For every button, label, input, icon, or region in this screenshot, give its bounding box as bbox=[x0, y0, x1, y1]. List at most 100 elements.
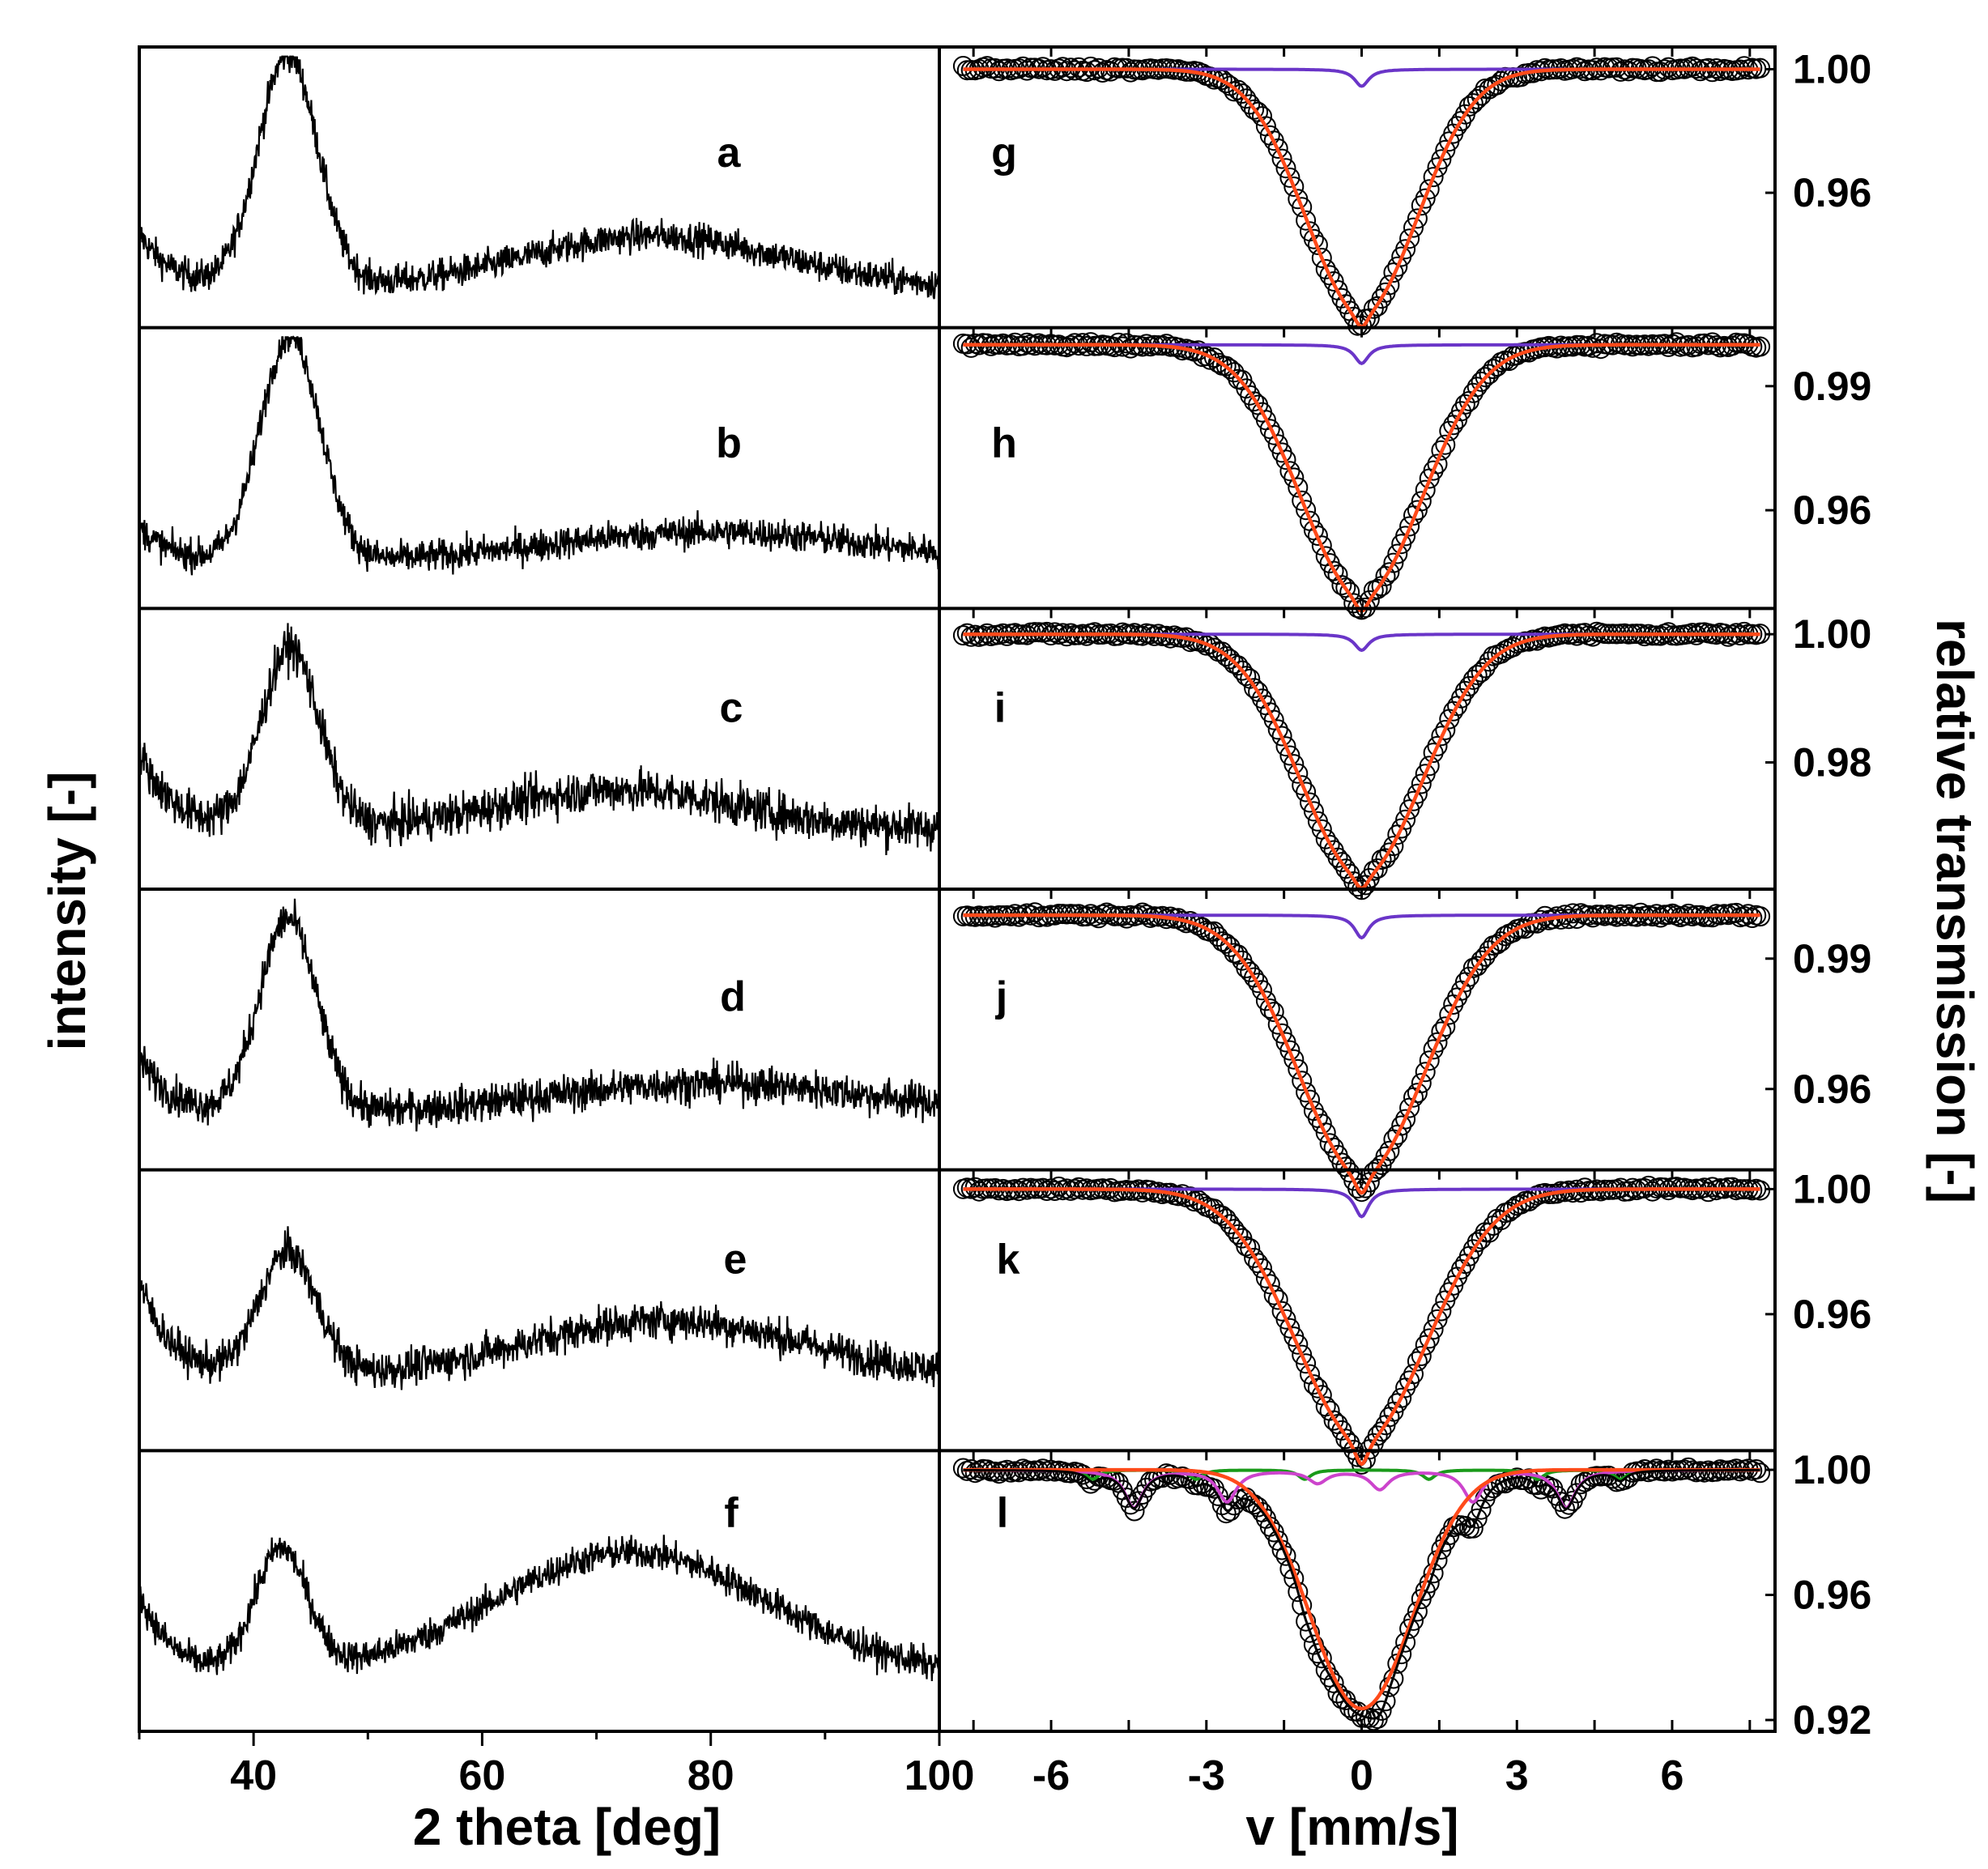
fit-minor-sextet-l bbox=[963, 1468, 1760, 1481]
data-point bbox=[1462, 669, 1484, 690]
mossbauer-data-i bbox=[952, 621, 1771, 900]
data-point bbox=[1379, 562, 1400, 583]
data-point bbox=[1236, 666, 1257, 687]
data-point bbox=[1462, 1518, 1484, 1539]
data-point bbox=[1510, 1194, 1531, 1215]
data-point bbox=[1403, 217, 1424, 238]
y-tick-label: 0.99 bbox=[1793, 936, 1871, 981]
data-point bbox=[1045, 622, 1066, 643]
data-point bbox=[1423, 167, 1444, 188]
data-point bbox=[1215, 1503, 1237, 1524]
data-point bbox=[1419, 1328, 1440, 1349]
fit-total-l bbox=[963, 1468, 1760, 1720]
data-point bbox=[1215, 1208, 1237, 1229]
data-point bbox=[1292, 1071, 1313, 1092]
data-point bbox=[1415, 479, 1436, 500]
xrd-trace-e bbox=[138, 1226, 941, 1390]
data-point bbox=[968, 1181, 990, 1202]
data-point bbox=[1407, 1351, 1428, 1372]
data-point bbox=[1037, 621, 1058, 642]
data-point bbox=[1399, 1370, 1420, 1391]
data-point bbox=[1646, 62, 1667, 83]
data-point bbox=[1292, 1344, 1313, 1365]
xrd-y-axis-title: intensity [-] bbox=[38, 772, 96, 1051]
data-point bbox=[1411, 773, 1432, 794]
data-point bbox=[1296, 1611, 1317, 1632]
data-point bbox=[1479, 364, 1500, 385]
data-point bbox=[1379, 275, 1400, 296]
data-point bbox=[1267, 138, 1288, 159]
data-point bbox=[1395, 526, 1416, 547]
y-tick-label: 0.96 bbox=[1793, 1573, 1871, 1618]
panel-letter-b: b bbox=[716, 420, 742, 467]
data-point bbox=[1638, 1175, 1659, 1196]
data-point bbox=[1702, 1177, 1723, 1198]
panel-letter-d: d bbox=[720, 973, 746, 1020]
data-point bbox=[1499, 1202, 1520, 1222]
data-point bbox=[1244, 99, 1265, 120]
data-point bbox=[1275, 1545, 1296, 1566]
xrd-panels bbox=[138, 55, 941, 1682]
data-point bbox=[1634, 626, 1655, 647]
data-point bbox=[1407, 783, 1428, 804]
data-point bbox=[1343, 593, 1364, 614]
data-point bbox=[1236, 1236, 1257, 1257]
mossbauer-data-j bbox=[952, 902, 1771, 1203]
data-point bbox=[1188, 1190, 1209, 1211]
panel-letter-g: g bbox=[991, 130, 1017, 177]
data-point bbox=[1415, 188, 1436, 209]
data-point bbox=[1566, 1483, 1587, 1504]
data-point bbox=[1331, 575, 1352, 596]
data-point bbox=[1228, 655, 1249, 676]
data-point bbox=[1267, 1289, 1288, 1310]
xrd-x-axis-title: 2 theta [deg] bbox=[413, 1798, 721, 1856]
data-point bbox=[1435, 1016, 1456, 1037]
data-point bbox=[1407, 208, 1428, 229]
data-point bbox=[1694, 1462, 1715, 1483]
data-point bbox=[1391, 818, 1412, 839]
data-point bbox=[1120, 62, 1141, 83]
y-tick-label: 0.96 bbox=[1793, 1066, 1871, 1112]
data-point bbox=[1367, 1425, 1388, 1446]
data-point bbox=[1232, 83, 1253, 104]
data-point bbox=[1435, 434, 1456, 455]
data-point bbox=[1008, 1181, 1029, 1202]
data-point bbox=[1092, 62, 1113, 83]
data-point bbox=[977, 56, 998, 77]
data-point bbox=[1252, 106, 1272, 127]
data-point bbox=[1215, 73, 1237, 94]
data-point bbox=[1419, 756, 1440, 777]
data-point bbox=[1232, 660, 1253, 681]
data-point bbox=[1049, 1176, 1069, 1197]
data-point bbox=[1240, 94, 1261, 115]
y-tick-label: 1.00 bbox=[1793, 1166, 1871, 1211]
data-point bbox=[1475, 946, 1496, 967]
data-point bbox=[1108, 332, 1129, 353]
panel-letter-a: a bbox=[717, 130, 742, 177]
data-point bbox=[1630, 902, 1651, 923]
data-point bbox=[1196, 346, 1217, 367]
data-point bbox=[1458, 96, 1479, 117]
data-point bbox=[1252, 980, 1272, 1001]
xrd-x-tick-label: 40 bbox=[230, 1752, 277, 1799]
data-point bbox=[985, 907, 1006, 928]
y-tick-label: 0.96 bbox=[1793, 1292, 1871, 1337]
data-point bbox=[1244, 391, 1265, 412]
data-point bbox=[1471, 662, 1492, 683]
data-point bbox=[1487, 934, 1508, 955]
panel-letter-j: j bbox=[995, 973, 1007, 1020]
data-point bbox=[1462, 382, 1484, 403]
data-point bbox=[1431, 149, 1452, 170]
data-point bbox=[960, 337, 981, 358]
data-point bbox=[1319, 1133, 1340, 1154]
panel-letter-e: e bbox=[724, 1237, 747, 1284]
mossbauer-data-h bbox=[952, 332, 1771, 620]
data-point bbox=[1292, 490, 1313, 511]
data-point bbox=[1252, 1258, 1272, 1279]
data-point bbox=[1275, 158, 1296, 179]
data-point bbox=[1702, 907, 1723, 928]
data-point bbox=[1275, 449, 1296, 470]
data-point bbox=[1259, 998, 1280, 1019]
mossbauer-data-g bbox=[952, 56, 1771, 336]
data-point bbox=[1618, 1181, 1639, 1202]
